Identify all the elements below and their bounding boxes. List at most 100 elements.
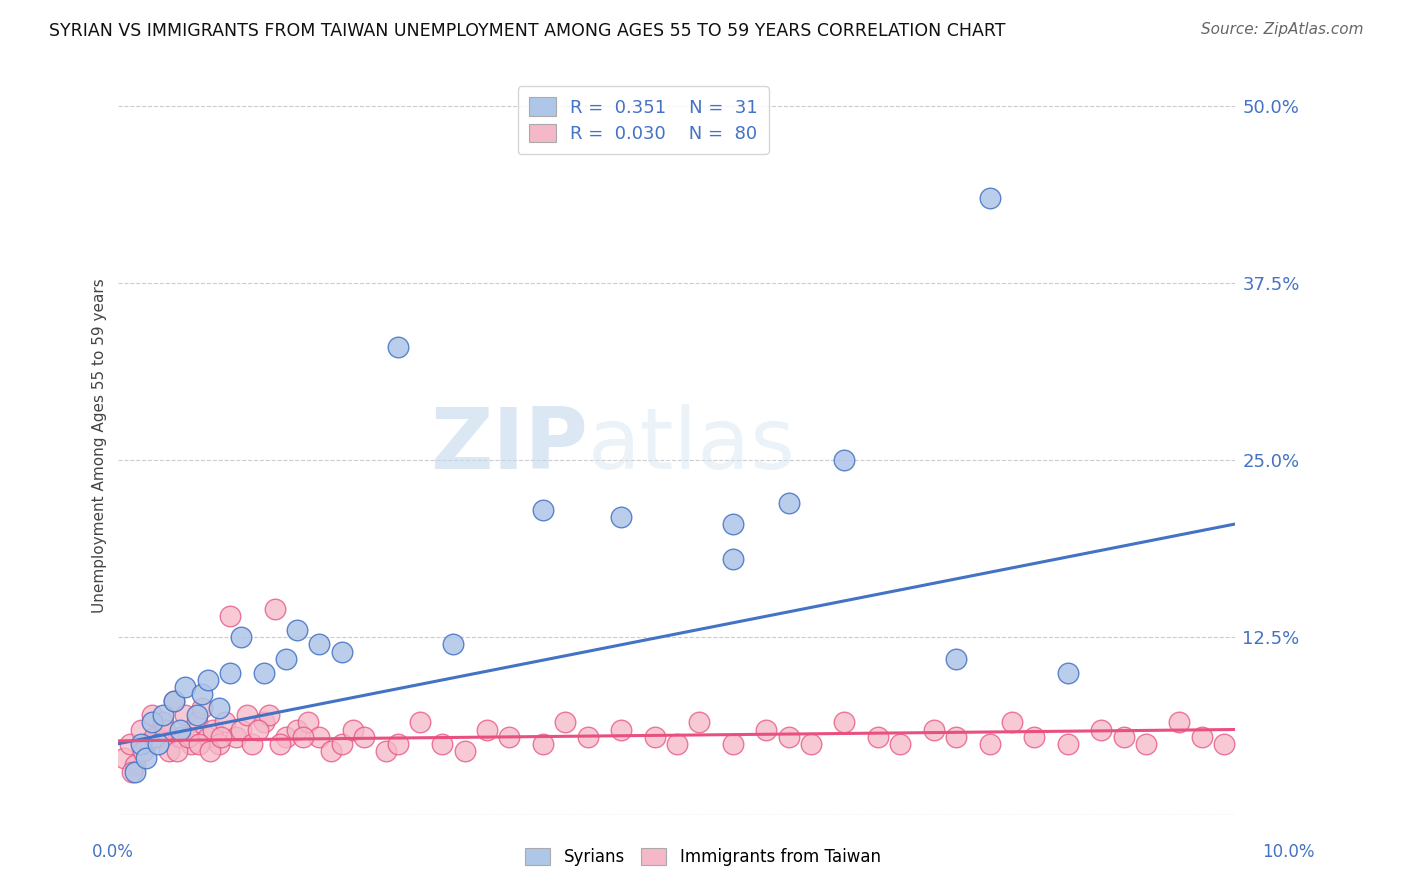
Point xyxy=(202,723,225,737)
Point xyxy=(375,744,398,758)
Point xyxy=(186,708,208,723)
Point xyxy=(141,708,163,723)
Point xyxy=(124,758,146,772)
Point xyxy=(146,730,169,744)
Point xyxy=(576,730,599,744)
Point xyxy=(554,715,576,730)
Point xyxy=(979,737,1001,751)
Point xyxy=(146,737,169,751)
Point xyxy=(118,737,141,751)
Legend: Syrians, Immigrants from Taiwan: Syrians, Immigrants from Taiwan xyxy=(517,840,889,875)
Legend: R =  0.351    N =  31, R =  0.030    N =  80: R = 0.351 N = 31, R = 0.030 N = 80 xyxy=(517,87,769,154)
Point xyxy=(498,730,520,744)
Point xyxy=(475,723,498,737)
Point xyxy=(531,503,554,517)
Point xyxy=(319,744,342,758)
Point xyxy=(157,744,180,758)
Point xyxy=(755,723,778,737)
Point xyxy=(285,723,308,737)
Point xyxy=(129,737,152,751)
Point xyxy=(197,730,219,744)
Point xyxy=(253,715,276,730)
Point xyxy=(721,737,744,751)
Point xyxy=(330,737,353,751)
Point xyxy=(191,701,214,715)
Point xyxy=(342,723,364,737)
Point xyxy=(1056,665,1078,680)
Point xyxy=(387,340,409,354)
Point xyxy=(141,715,163,730)
Point xyxy=(922,723,945,737)
Point xyxy=(453,744,475,758)
Point xyxy=(187,737,209,751)
Point xyxy=(1024,730,1046,744)
Text: 0.0%: 0.0% xyxy=(91,843,134,861)
Point xyxy=(308,730,330,744)
Point xyxy=(688,715,710,730)
Point xyxy=(236,708,259,723)
Point xyxy=(121,765,143,780)
Point xyxy=(112,751,135,765)
Point xyxy=(610,723,633,737)
Point xyxy=(274,651,297,665)
Point xyxy=(721,516,744,531)
Y-axis label: Unemployment Among Ages 55 to 59 years: Unemployment Among Ages 55 to 59 years xyxy=(93,278,107,614)
Point xyxy=(163,694,186,708)
Point xyxy=(174,680,197,694)
Point xyxy=(409,715,432,730)
Point xyxy=(225,730,247,744)
Text: SYRIAN VS IMMIGRANTS FROM TAIWAN UNEMPLOYMENT AMONG AGES 55 TO 59 YEARS CORRELAT: SYRIAN VS IMMIGRANTS FROM TAIWAN UNEMPLO… xyxy=(49,22,1005,40)
Point xyxy=(979,191,1001,205)
Point xyxy=(274,730,297,744)
Point xyxy=(297,715,319,730)
Point xyxy=(1135,737,1157,751)
Point xyxy=(208,737,231,751)
Point xyxy=(169,723,191,737)
Point xyxy=(231,631,253,645)
Point xyxy=(721,552,744,566)
Point xyxy=(889,737,911,751)
Point xyxy=(231,723,253,737)
Point xyxy=(180,737,202,751)
Point xyxy=(174,708,197,723)
Point xyxy=(1168,715,1191,730)
Point xyxy=(285,624,308,638)
Point xyxy=(132,744,155,758)
Point xyxy=(443,637,465,651)
Text: Source: ZipAtlas.com: Source: ZipAtlas.com xyxy=(1201,22,1364,37)
Point xyxy=(308,637,330,651)
Point xyxy=(387,737,409,751)
Point xyxy=(219,609,242,624)
Text: atlas: atlas xyxy=(588,404,796,488)
Point xyxy=(152,708,174,723)
Point xyxy=(1191,730,1213,744)
Point xyxy=(531,737,554,751)
Point xyxy=(253,665,276,680)
Point xyxy=(945,651,967,665)
Point xyxy=(169,730,191,744)
Point xyxy=(866,730,889,744)
Point xyxy=(269,737,291,751)
Point xyxy=(166,744,188,758)
Point xyxy=(135,751,157,765)
Point xyxy=(214,715,236,730)
Point xyxy=(330,644,353,658)
Point xyxy=(209,730,232,744)
Point xyxy=(1001,715,1024,730)
Point xyxy=(1213,737,1236,751)
Point xyxy=(834,453,856,467)
Point xyxy=(353,730,375,744)
Point xyxy=(197,673,219,687)
Point xyxy=(129,723,152,737)
Point xyxy=(176,730,198,744)
Point xyxy=(610,509,633,524)
Point xyxy=(778,730,800,744)
Point xyxy=(432,737,454,751)
Point xyxy=(135,737,157,751)
Point xyxy=(1090,723,1112,737)
Point xyxy=(834,715,856,730)
Point xyxy=(291,730,314,744)
Point xyxy=(186,715,208,730)
Point xyxy=(800,737,823,751)
Text: ZIP: ZIP xyxy=(430,404,588,488)
